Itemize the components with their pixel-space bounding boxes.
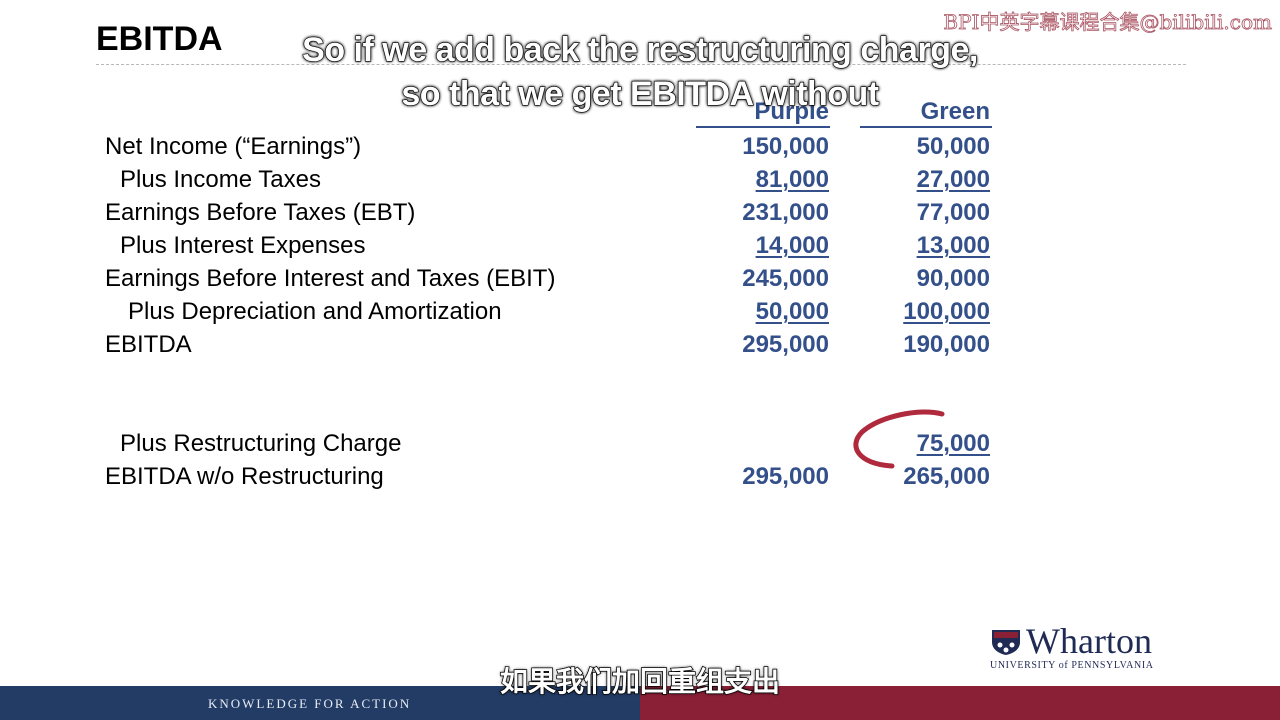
row-label-ebit: Earnings Before Interest and Taxes (EBIT…: [105, 265, 556, 292]
watermark: BPI中英字幕课程合集@bilibili.com: [943, 10, 1272, 35]
logo-wordmark: Wharton: [1026, 621, 1152, 661]
cell-purple-depreciation-amortization: 50,000: [755, 298, 829, 325]
row-label-ebt: Earnings Before Taxes (EBT): [105, 199, 416, 226]
cell-green-income-taxes: 27,000: [916, 166, 990, 193]
logo-subtitle: UNIVERSITY of PENNSYLVANIA: [990, 660, 1154, 671]
cell-purple-income-taxes: 81,000: [755, 166, 829, 193]
caption-chinese: 如果我们加回重组支出: [499, 664, 781, 699]
cell-purple-ebitda-wo-restructuring: 295,000: [742, 463, 829, 490]
cell-green-ebitda: 190,000: [903, 331, 990, 358]
cell-green-net-income: 50,000: [916, 133, 990, 160]
cell-green-ebit: 90,000: [916, 265, 990, 292]
footer-bar-navy: [0, 686, 640, 720]
footer-tagline: KNOWLEDGE FOR ACTION: [208, 696, 412, 711]
cell-purple-ebit: 245,000: [742, 265, 829, 292]
caption-english: So if we add back the restructuring char…: [302, 30, 979, 113]
cell-green-interest-expenses: 13,000: [916, 232, 990, 259]
row-label-depreciation-amortization: Plus Depreciation and Amortization: [128, 298, 502, 325]
cell-green-ebt: 77,000: [916, 199, 990, 226]
cell-purple-ebitda: 295,000: [742, 331, 829, 358]
cell-green-depreciation-amortization: 100,000: [903, 298, 990, 325]
footer-bar-maroon: [640, 686, 1280, 720]
cell-purple-net-income: 150,000: [742, 133, 829, 160]
column-header-green: Green: [920, 98, 990, 125]
title-divider: [96, 64, 1186, 65]
cell-purple-interest-expenses: 14,000: [755, 232, 829, 259]
pen-annotation-circle-icon: [853, 409, 945, 469]
row-label-ebitda-wo-restructuring: EBITDA w/o Restructuring: [105, 463, 384, 490]
cell-green-ebitda-wo-restructuring: 265,000: [903, 463, 990, 490]
row-label-interest-expenses: Plus Interest Expenses: [120, 232, 366, 259]
cell-purple-ebt: 231,000: [742, 199, 829, 226]
row-label-restructuring-charge: Plus Restructuring Charge: [120, 430, 402, 457]
row-label-ebitda: EBITDA: [105, 331, 192, 358]
row-label-income-taxes: Plus Income Taxes: [120, 166, 321, 193]
penn-shield-icon: [992, 630, 1020, 655]
column-header-purple: Purple: [754, 98, 829, 125]
cell-green-restructuring-charge: 75,000: [916, 430, 990, 457]
column-header-rule-green: [860, 126, 992, 128]
row-label-net-income: Net Income (“Earnings”): [105, 133, 362, 160]
slide-title: EBITDA: [96, 20, 223, 58]
column-header-rule-purple: [696, 126, 830, 128]
